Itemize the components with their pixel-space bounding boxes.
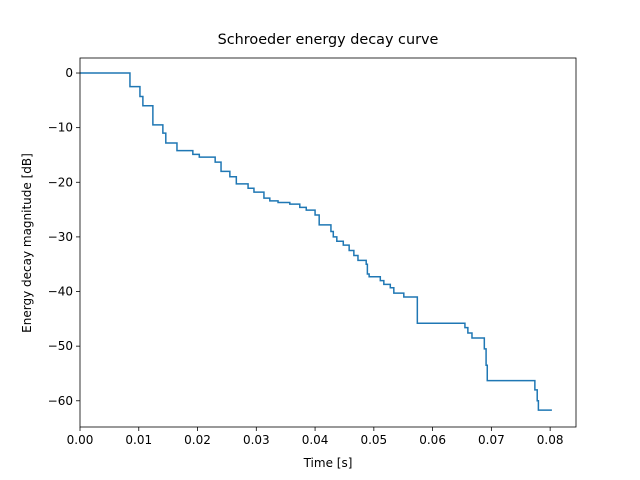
x-tick-label: 0.03 xyxy=(243,433,270,447)
y-tick-label: −20 xyxy=(48,175,73,189)
x-tick-label: 0.07 xyxy=(478,433,505,447)
y-tick-label: −10 xyxy=(48,121,73,135)
chart-title: Schroeder energy decay curve xyxy=(218,32,439,48)
y-tick-label: −40 xyxy=(48,285,73,299)
x-tick-label: 0.06 xyxy=(419,433,446,447)
y-axis-label: Energy decay magnitude [dB] xyxy=(20,153,34,333)
x-tick-label: 0.01 xyxy=(125,433,152,447)
plot-frame xyxy=(79,57,577,428)
y-tick-label: 0 xyxy=(65,66,73,80)
x-tick-label: 0.04 xyxy=(302,433,329,447)
x-tick-label: 0.02 xyxy=(184,433,211,447)
y-tick-label: −30 xyxy=(48,230,73,244)
decay-line xyxy=(80,72,552,411)
x-tick-label: 0.00 xyxy=(67,433,94,447)
x-tick-label: 0.05 xyxy=(360,433,387,447)
x-tick-label: 0.08 xyxy=(537,433,564,447)
y-tick-label: −60 xyxy=(48,394,73,408)
y-tick-label: −50 xyxy=(48,339,73,353)
x-axis-label: Time [s] xyxy=(303,456,353,470)
